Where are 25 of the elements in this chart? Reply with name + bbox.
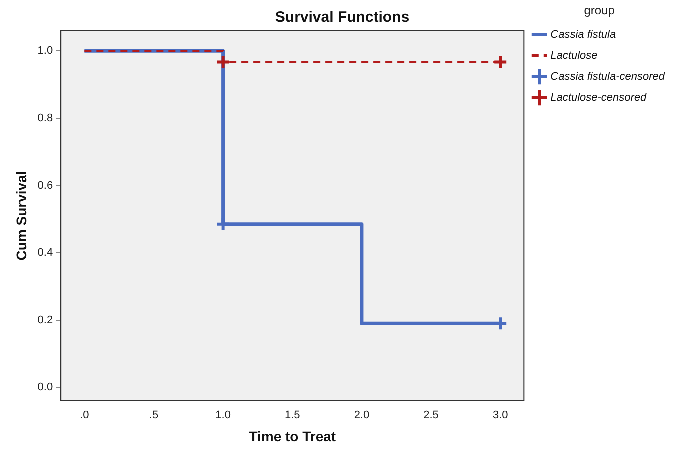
x-tick-label: 2.0 xyxy=(354,410,370,422)
legend-label: Cassia fistula xyxy=(550,28,616,41)
legend-label: Cassia fistula-censored xyxy=(550,70,666,83)
point xyxy=(493,316,508,332)
y-tick-label: 0.6 xyxy=(38,180,54,192)
point xyxy=(493,54,508,70)
y-tick-label: 0.2 xyxy=(38,314,54,326)
y-axis-title: Cum Survival xyxy=(13,171,30,261)
x-axis-title: Time to Treat xyxy=(249,428,336,444)
y-tick-label: 0.0 xyxy=(38,382,54,394)
y-tick-label: 1.0 xyxy=(38,45,54,58)
x-tick-label: 2.5 xyxy=(424,410,439,422)
legend-label: Lactulose-censored xyxy=(550,92,648,104)
x-tick-label: .0 xyxy=(80,410,90,422)
x-tick-label: 1.0 xyxy=(216,410,231,422)
chart-title: Survival Functions xyxy=(275,9,410,26)
x-tick-label: 1.5 xyxy=(284,410,300,422)
point xyxy=(216,216,231,232)
legend-title: group xyxy=(584,3,616,18)
y-tick-label: 0.4 xyxy=(38,247,54,260)
y-tick-label: 0.8 xyxy=(38,112,54,124)
x-tick-label: .5 xyxy=(149,410,159,422)
point xyxy=(216,54,231,70)
legend-label: Lactulose xyxy=(550,50,598,62)
x-tick-label: 3.0 xyxy=(492,410,508,422)
